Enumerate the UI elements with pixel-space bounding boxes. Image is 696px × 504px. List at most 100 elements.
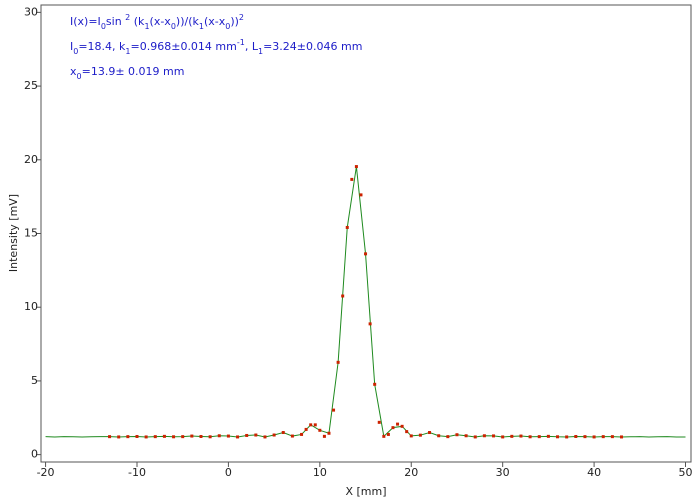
ann-text: x xyxy=(70,65,77,78)
data-point xyxy=(601,435,605,439)
data-point xyxy=(108,435,112,439)
ann-sub: 1 xyxy=(125,47,130,56)
ann-text: , L xyxy=(245,40,259,53)
data-point xyxy=(510,434,514,438)
data-point xyxy=(400,424,404,428)
ann-text: I xyxy=(70,40,73,53)
ann-sub: 0 xyxy=(171,22,176,31)
data-point xyxy=(144,435,148,439)
data-point xyxy=(350,177,354,181)
data-point xyxy=(364,252,368,256)
data-point xyxy=(272,433,276,437)
x-axis-label: X [mm] xyxy=(345,485,386,498)
data-point xyxy=(537,435,541,439)
data-point xyxy=(610,435,614,439)
data-point xyxy=(304,427,308,431)
data-point xyxy=(386,432,390,436)
data-point xyxy=(359,193,363,197)
ann-sub: 0 xyxy=(73,47,78,56)
data-point xyxy=(245,433,249,437)
ann-text: )) xyxy=(230,15,239,28)
data-point xyxy=(455,433,459,437)
ann-sub: 0 xyxy=(225,22,230,31)
ann-sub: 1 xyxy=(144,22,149,31)
data-point xyxy=(190,434,194,438)
data-point xyxy=(574,434,578,438)
data-point xyxy=(290,434,294,438)
x-tick-label: 10 xyxy=(313,466,327,479)
data-point xyxy=(313,423,317,427)
ann-text: =13.9± 0.019 mm xyxy=(82,65,185,78)
y-tick-label: 25 xyxy=(24,79,38,92)
data-point xyxy=(620,435,624,439)
ann-text: =18.4, k xyxy=(78,40,126,53)
data-point xyxy=(464,434,468,438)
data-point xyxy=(492,434,496,438)
ann-text: =0.968±0.014 mm xyxy=(131,40,237,53)
ann-text: (x-x xyxy=(150,15,172,28)
data-point xyxy=(322,434,326,438)
data-point xyxy=(437,434,441,438)
data-point xyxy=(309,423,313,427)
data-point xyxy=(391,426,395,430)
data-point xyxy=(135,434,139,438)
ann-text: =3.24±0.046 mm xyxy=(263,40,362,53)
data-point xyxy=(377,420,381,424)
x-tick-label: 20 xyxy=(404,466,418,479)
y-tick-label: 20 xyxy=(24,153,38,166)
data-point xyxy=(354,165,358,169)
ann-text: (k xyxy=(130,15,145,28)
data-point xyxy=(428,431,432,435)
data-point xyxy=(409,434,413,438)
x-tick-label: 50 xyxy=(679,466,693,479)
data-point xyxy=(327,431,331,435)
data-point xyxy=(336,360,340,364)
data-point xyxy=(332,408,336,412)
data-point xyxy=(345,225,349,229)
data-point xyxy=(318,428,322,432)
ann-text: ))/(k xyxy=(176,15,200,28)
annotation: I(x)=I0sin 2 (k1(x-x0))/(k1(x-x0))2 I0=1… xyxy=(70,13,362,81)
ann-sub: 0 xyxy=(101,22,106,31)
y-tick-label: 30 xyxy=(24,5,38,18)
data-point xyxy=(263,435,267,439)
ann-sub: 1 xyxy=(258,47,263,56)
data-point xyxy=(405,430,409,434)
y-tick-label: 15 xyxy=(24,227,38,240)
ann-text: (x-x xyxy=(204,15,226,28)
data-point xyxy=(396,422,400,426)
annotation-line: x0=13.9± 0.019 mm xyxy=(70,65,184,81)
data-point xyxy=(368,322,372,326)
data-point xyxy=(382,434,386,438)
data-point xyxy=(254,433,258,437)
data-point xyxy=(208,435,212,439)
data-point xyxy=(501,435,505,439)
annotation-line: I(x)=I0sin 2 (k1(x-x0))/(k1(x-x0))2 xyxy=(70,13,244,31)
data-point xyxy=(162,434,166,438)
data-point xyxy=(373,382,377,386)
ann-text: I(x)=I xyxy=(70,15,101,28)
x-tick-label: 40 xyxy=(587,466,601,479)
ann-text: sin xyxy=(106,15,125,28)
data-point xyxy=(153,435,157,439)
ann-sub: 0 xyxy=(77,72,82,81)
data-point xyxy=(181,435,185,439)
data-point xyxy=(482,434,486,438)
data-point xyxy=(281,431,285,435)
data-point xyxy=(519,434,523,438)
y-axis-label: Intensity [mV] xyxy=(7,194,20,272)
y-tick-label: 0 xyxy=(31,448,38,461)
data-point xyxy=(199,434,203,438)
x-tick-label: 0 xyxy=(225,466,232,479)
ann-sup: 2 xyxy=(239,13,244,22)
x-tick-label: -10 xyxy=(128,466,146,479)
data-point xyxy=(473,435,477,439)
data-point xyxy=(592,435,596,439)
x-tick-label: -20 xyxy=(37,466,55,479)
data-point xyxy=(418,433,422,437)
ann-sup: 2 xyxy=(125,13,130,22)
data-point xyxy=(446,435,450,439)
data-point xyxy=(565,435,569,439)
